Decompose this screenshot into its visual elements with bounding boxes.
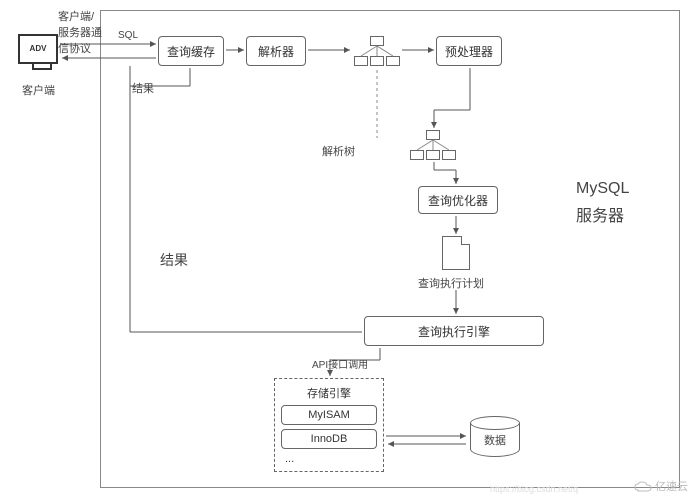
- exec-engine-box: 查询执行引擎: [364, 316, 544, 346]
- tree2-c1: [410, 150, 424, 160]
- csdn-watermark: https://blog.csdn.net/q: [490, 484, 578, 494]
- preprocessor-box: 预处理器: [436, 36, 502, 66]
- exec-plan-doc-icon: [442, 236, 470, 270]
- query-cache-text: 查询缓存: [167, 43, 215, 60]
- monitor-screen-text: ADV: [20, 44, 56, 53]
- exec-plan-label: 查询执行计划: [418, 275, 484, 291]
- result-arrow-label-1: 结果: [132, 80, 154, 96]
- tree2-c3: [442, 150, 456, 160]
- server-title-2: 服务器: [576, 202, 624, 226]
- server-boundary: [100, 10, 680, 488]
- exec-engine-text: 查询执行引擎: [418, 323, 490, 340]
- storage-innodb: InnoDB: [281, 429, 377, 449]
- yisu-watermark: 亿速云: [634, 478, 688, 494]
- optimizer-text: 查询优化器: [428, 192, 488, 209]
- server-title-1: MySQL: [576, 180, 629, 198]
- tree1-c1: [354, 56, 368, 66]
- storage-engine-box: 存储引擎 MyISAM InnoDB ...: [274, 378, 384, 472]
- database-label: 数据: [484, 432, 506, 448]
- sql-arrow-label: SQL: [118, 30, 138, 41]
- query-cache-box: 查询缓存: [158, 36, 224, 66]
- parser-box: 解析器: [246, 36, 306, 66]
- tree2-root: [426, 130, 440, 140]
- optimizer-box: 查询优化器: [418, 186, 498, 214]
- protocol-label: 客户端/ 服务器通 信协议: [58, 8, 108, 56]
- api-call-label: API接口调用: [312, 356, 368, 371]
- tree1-c2: [370, 56, 384, 66]
- storage-more: ...: [281, 453, 377, 465]
- result-label-2: 结果: [160, 250, 188, 270]
- preprocessor-text: 预处理器: [445, 43, 493, 60]
- client-monitor-icon: ADV: [18, 34, 58, 64]
- storage-myisam: MyISAM: [281, 405, 377, 425]
- tree1-c3: [386, 56, 400, 66]
- tree2-c2: [426, 150, 440, 160]
- parse-tree-label: 解析树: [322, 143, 355, 159]
- parser-text: 解析器: [258, 43, 294, 60]
- cloud-icon: [634, 481, 652, 493]
- storage-engine-title: 存储引擎: [281, 385, 377, 401]
- tree1-root: [370, 36, 384, 46]
- client-label: 客户端: [22, 82, 55, 98]
- yisu-text: 亿速云: [655, 481, 688, 493]
